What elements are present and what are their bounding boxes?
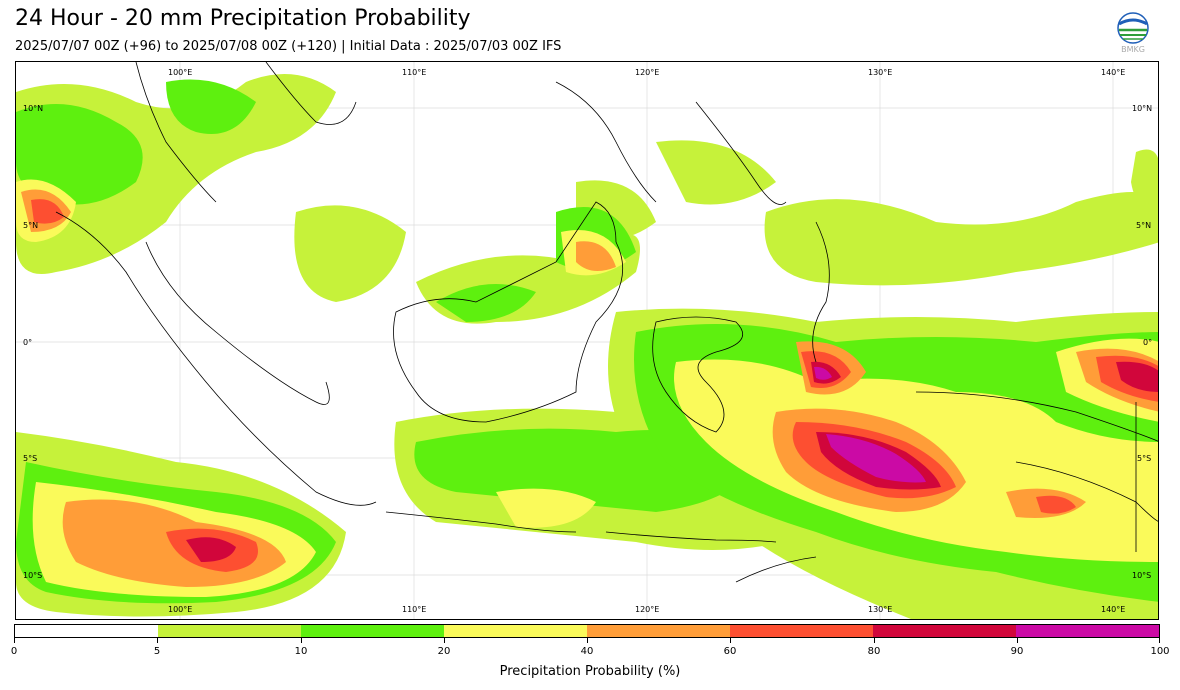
lon-label-bottom: 130°E — [868, 605, 892, 614]
lat-labels-right: 10°N 5°N 0° 5°S 10°S — [1132, 104, 1152, 580]
lon-label-bottom: 110°E — [402, 605, 426, 614]
lon-label-bottom: 100°E — [168, 605, 192, 614]
colorbar-tick-label: 0 — [10, 646, 18, 657]
lon-label-top: 100°E — [168, 68, 192, 77]
lat-label-left: 5°N — [23, 221, 38, 230]
lat-label-right: 5°S — [1137, 454, 1151, 463]
colorbar-tick — [157, 638, 158, 643]
colorbar-segment — [587, 625, 730, 637]
colorbar-segment — [873, 625, 1016, 637]
precip-field-90-100 — [814, 366, 926, 483]
colorbar-title: Precipitation Probability (%) — [499, 664, 681, 679]
colorbar-segment — [1016, 625, 1159, 637]
colorbar — [14, 624, 1160, 638]
lat-label-left: 10°S — [23, 571, 42, 580]
colorbar-segment — [730, 625, 873, 637]
lon-labels-bottom: 100°E 110°E 120°E 130°E 140°E — [168, 605, 1125, 614]
colorbar-tick-label: 100 — [1150, 646, 1170, 657]
colorbar-tick — [444, 638, 445, 643]
colorbar-tick-label: 20 — [437, 646, 451, 657]
colorbar-tick — [587, 638, 588, 643]
lat-label-right: 10°S — [1132, 571, 1151, 580]
lon-label-top: 120°E — [635, 68, 659, 77]
chart-title: 24 Hour - 20 mm Precipitation Probabilit… — [15, 6, 471, 31]
colorbar-tick — [301, 638, 302, 643]
lat-label-left: 10°N — [23, 104, 43, 113]
logo-text: BMKG — [1121, 45, 1145, 54]
lat-label-right: 5°N — [1136, 221, 1151, 230]
lon-label-top: 140°E — [1101, 68, 1125, 77]
lat-label-right: 10°N — [1132, 104, 1152, 113]
chart-subtitle: 2025/07/07 00Z (+96) to 2025/07/08 00Z (… — [15, 39, 562, 54]
colorbar-tick — [730, 638, 731, 643]
precipitation-map: 100°E 110°E 120°E 130°E 140°E 100°E 110°… — [15, 61, 1159, 620]
colorbar-segment — [15, 625, 158, 637]
bmkg-logo: BMKG — [1116, 12, 1150, 54]
colorbar-tick-label: 40 — [580, 646, 594, 657]
lat-labels-left: 10°N 5°N 0° 5°S 10°S — [23, 104, 43, 580]
coastlines — [55, 62, 1158, 583]
colorbar-tick-label: 80 — [867, 646, 881, 657]
colorbar-tick-label: 10 — [294, 646, 308, 657]
colorbar-tick — [1017, 638, 1018, 643]
colorbar-tick-label: 90 — [1010, 646, 1024, 657]
colorbar-ticks: 0 5 10 20 40 60 80 90 100 — [10, 638, 1170, 658]
lat-label-left: 0° — [23, 338, 32, 347]
lat-label-right: 0° — [1143, 338, 1152, 347]
colorbar-segment — [444, 625, 587, 637]
colorbar-segment — [158, 625, 301, 637]
colorbar-tick — [874, 638, 875, 643]
colorbar-segment — [301, 625, 444, 637]
lon-label-top: 130°E — [868, 68, 892, 77]
lat-label-left: 5°S — [23, 454, 37, 463]
colorbar-tick-label: 5 — [153, 646, 161, 657]
colorbar-tick — [1159, 638, 1160, 643]
lon-label-bottom: 120°E — [635, 605, 659, 614]
colorbar-tick — [14, 638, 15, 643]
lon-labels-top: 100°E 110°E 120°E 130°E 140°E — [168, 68, 1125, 77]
lon-label-top: 110°E — [402, 68, 426, 77]
lon-label-bottom: 140°E — [1101, 605, 1125, 614]
colorbar-tick-label: 60 — [723, 646, 737, 657]
